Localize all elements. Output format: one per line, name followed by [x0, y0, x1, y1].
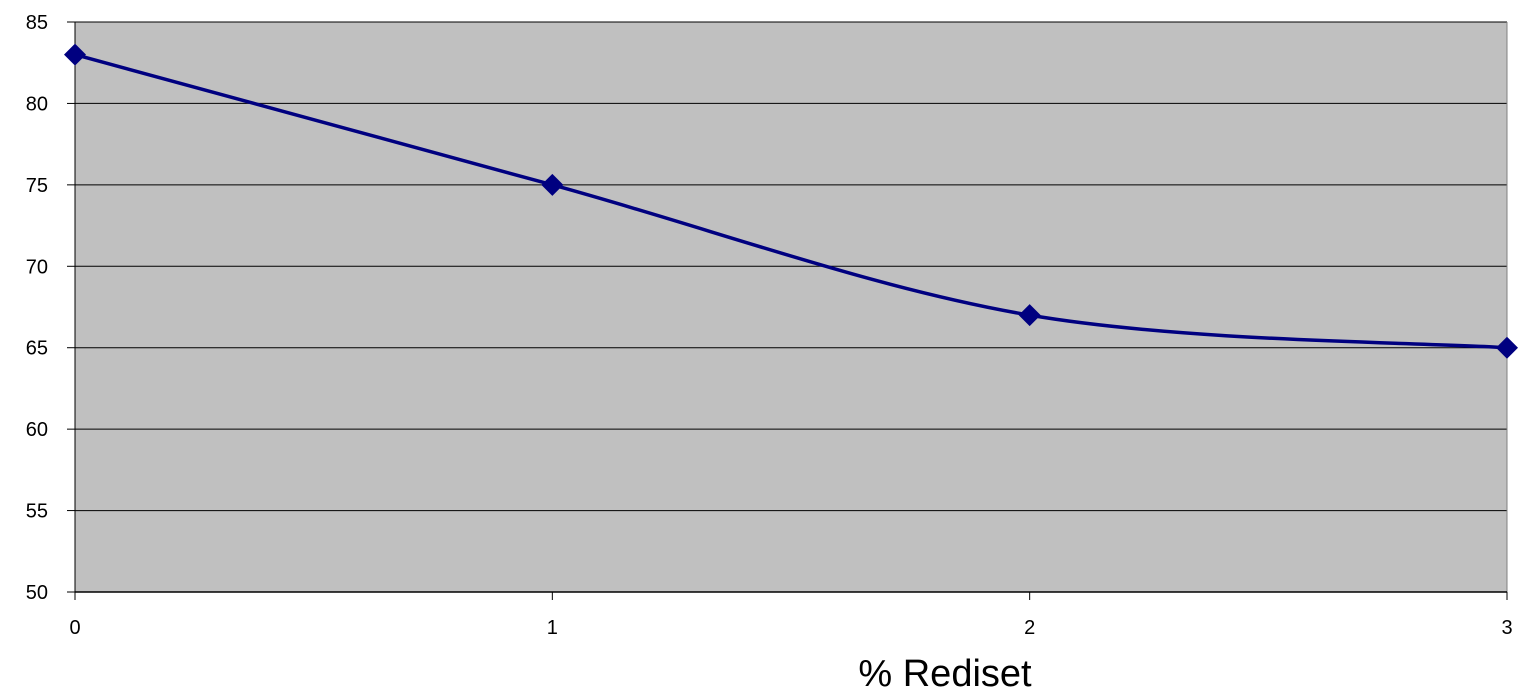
x-tick-label: 3 — [1501, 617, 1512, 639]
data-point-diamond — [1496, 336, 1518, 359]
data-point-diamond — [1018, 304, 1041, 327]
data-point-diamond — [541, 173, 564, 196]
x-axis: 0 1 2 3 — [69, 591, 1513, 639]
y-tick-label: 85 — [26, 12, 48, 34]
y-tick-label: 70 — [26, 256, 48, 278]
data-points — [64, 43, 1518, 359]
y-tick-label: 55 — [26, 501, 48, 523]
x-tick-label: 0 — [69, 617, 80, 639]
y-axis: 50 55 60 65 70 75 80 85 — [26, 12, 76, 604]
plot-area — [75, 22, 1507, 592]
y-tick-label: 60 — [26, 419, 48, 441]
data-point-diamond — [64, 43, 86, 66]
y-tick-label: 50 — [26, 582, 48, 604]
x-tick-label: 2 — [1024, 617, 1035, 639]
y-tick-label: 75 — [26, 175, 48, 197]
x-axis-title: % Rediset — [858, 653, 1032, 694]
x-tick-label: 1 — [547, 617, 558, 639]
series-line — [74, 52, 1508, 350]
gridlines — [75, 21, 1508, 593]
y-tick-label: 65 — [26, 338, 48, 360]
y-tick-label: 80 — [26, 93, 48, 115]
